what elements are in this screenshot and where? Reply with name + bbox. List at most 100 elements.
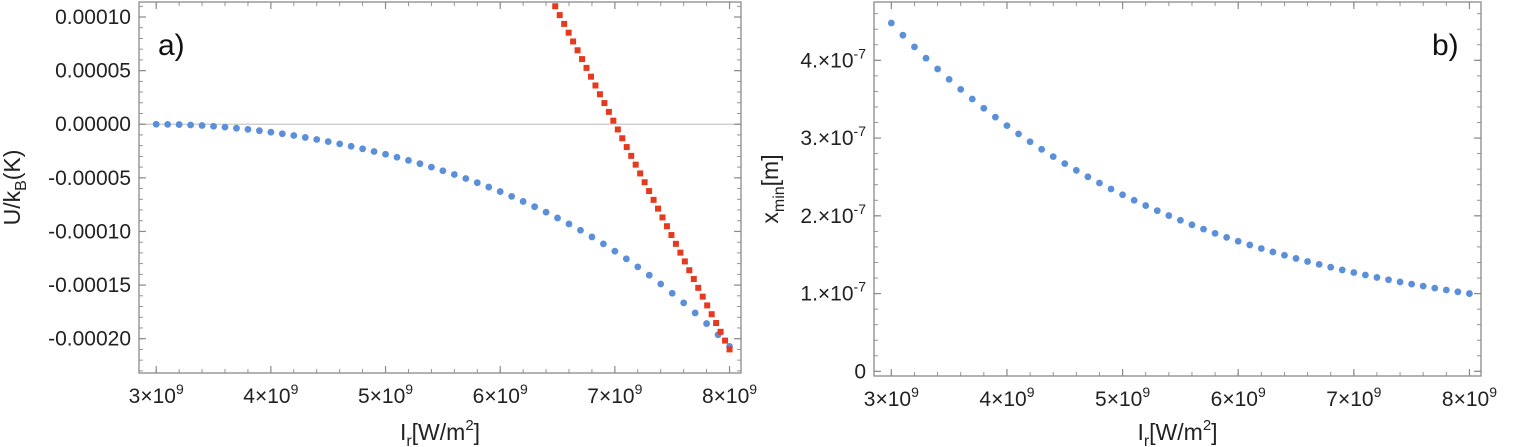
data-point <box>324 138 332 146</box>
y-tick-label: -0.00010 <box>48 220 131 243</box>
data-point <box>695 284 702 291</box>
data-point <box>1454 288 1462 296</box>
data-point <box>596 91 603 98</box>
data-point <box>587 73 594 80</box>
y-tick-label: 4.×10-7 <box>800 45 866 72</box>
data-point <box>957 85 965 93</box>
data-point <box>267 128 275 136</box>
data-point <box>1096 179 1103 187</box>
data-point <box>301 134 309 141</box>
y-tick-label: -0.00020 <box>48 328 131 351</box>
data-point <box>646 188 653 195</box>
data-point <box>210 122 217 130</box>
data-point <box>1015 130 1022 138</box>
data-point <box>668 232 675 239</box>
data-point <box>382 150 389 158</box>
data-point <box>542 208 550 216</box>
data-point <box>1188 221 1196 229</box>
plot-frame-b <box>873 1 1482 377</box>
data-point <box>1142 202 1150 209</box>
data-point <box>650 196 657 203</box>
data-point <box>531 203 538 211</box>
x-tick-label: 7×109 <box>1326 384 1381 411</box>
data-point <box>726 346 733 353</box>
data-point <box>628 152 635 159</box>
data-point <box>1200 225 1207 233</box>
data-point <box>187 121 195 129</box>
data-point <box>152 120 160 128</box>
data-point <box>485 183 493 191</box>
data-point <box>164 120 172 128</box>
data-point <box>1165 212 1173 219</box>
data-point <box>198 122 206 129</box>
data-point <box>359 145 366 153</box>
data-point <box>632 161 639 168</box>
data-point <box>473 179 481 187</box>
data-point <box>233 124 240 132</box>
x-axis-label-a: Ir[W/m2] <box>400 417 480 447</box>
data-point <box>1315 260 1323 268</box>
y-tick-label: -0.00005 <box>48 167 131 190</box>
data-point <box>610 117 617 124</box>
data-point <box>579 56 586 63</box>
data-point <box>592 82 599 89</box>
data-point <box>690 276 697 283</box>
data-point <box>1373 274 1381 281</box>
data-point <box>347 142 355 150</box>
data-point <box>641 179 648 186</box>
data-point <box>221 123 229 131</box>
data-point <box>1338 266 1346 274</box>
x-ticks-a: 3×109 4×109 5×109 6×109 7×109 8×109 <box>129 2 757 408</box>
x-tick-label: 7×109 <box>587 381 642 408</box>
x-tick-label: 8×109 <box>702 381 757 408</box>
data-point <box>556 12 563 19</box>
data-point <box>980 104 988 112</box>
data-point <box>1408 280 1416 288</box>
data-point <box>672 240 679 247</box>
data-point <box>611 247 619 255</box>
data-point <box>708 311 715 318</box>
x-tick-label: 4×109 <box>243 381 298 408</box>
data-point <box>713 320 720 327</box>
data-point <box>887 19 895 27</box>
data-point <box>313 136 321 143</box>
data-point <box>554 214 561 222</box>
data-point <box>945 75 953 83</box>
y-ticks-a: 0.00010 0.00005 0.00000 -0.00005 -0.00010 -0.… <box>48 5 741 372</box>
data-point <box>588 233 596 241</box>
data-points-b <box>887 19 1473 297</box>
x-axis-label-b: Ir[W/m2] <box>1137 417 1217 447</box>
data-point <box>601 100 608 107</box>
data-point <box>605 108 612 115</box>
y-tick-label: 3.×10-7 <box>800 123 866 150</box>
y-tick-label: 0.00010 <box>55 6 131 29</box>
x-tick-label: 3×109 <box>864 384 919 411</box>
y-tick-label: 0.00005 <box>55 60 131 83</box>
data-point <box>1246 241 1254 249</box>
panel-a: 3×109 4×109 5×109 6×109 7×109 8×109 0.000100.… <box>0 1 757 447</box>
data-point <box>1026 138 1034 146</box>
panel-label-a: a) <box>158 29 185 62</box>
y-tick-label: 1.×10-7 <box>800 279 866 306</box>
data-point <box>175 121 183 128</box>
data-point <box>1361 271 1369 279</box>
x-ticks-b: 3×109 4×109 5×109 6×109 7×109 8×109 <box>864 2 1497 411</box>
x-tick-label: 5×109 <box>1095 384 1150 411</box>
data-point <box>565 29 572 36</box>
data-point <box>428 163 435 171</box>
data-point <box>659 214 666 221</box>
data-point <box>1049 153 1057 160</box>
data-point <box>645 271 653 279</box>
x-tick-label: 6×109 <box>473 381 528 408</box>
data-point <box>699 293 706 300</box>
data-point <box>1130 196 1138 204</box>
data-point <box>677 249 684 256</box>
data-point <box>370 148 378 155</box>
y-tick-label: -0.00015 <box>48 274 131 297</box>
data-point <box>565 220 573 228</box>
data-point <box>911 43 918 51</box>
y-axis-label-b: xmin[m] <box>757 154 788 223</box>
data-point <box>663 223 670 230</box>
data-point <box>278 130 286 138</box>
